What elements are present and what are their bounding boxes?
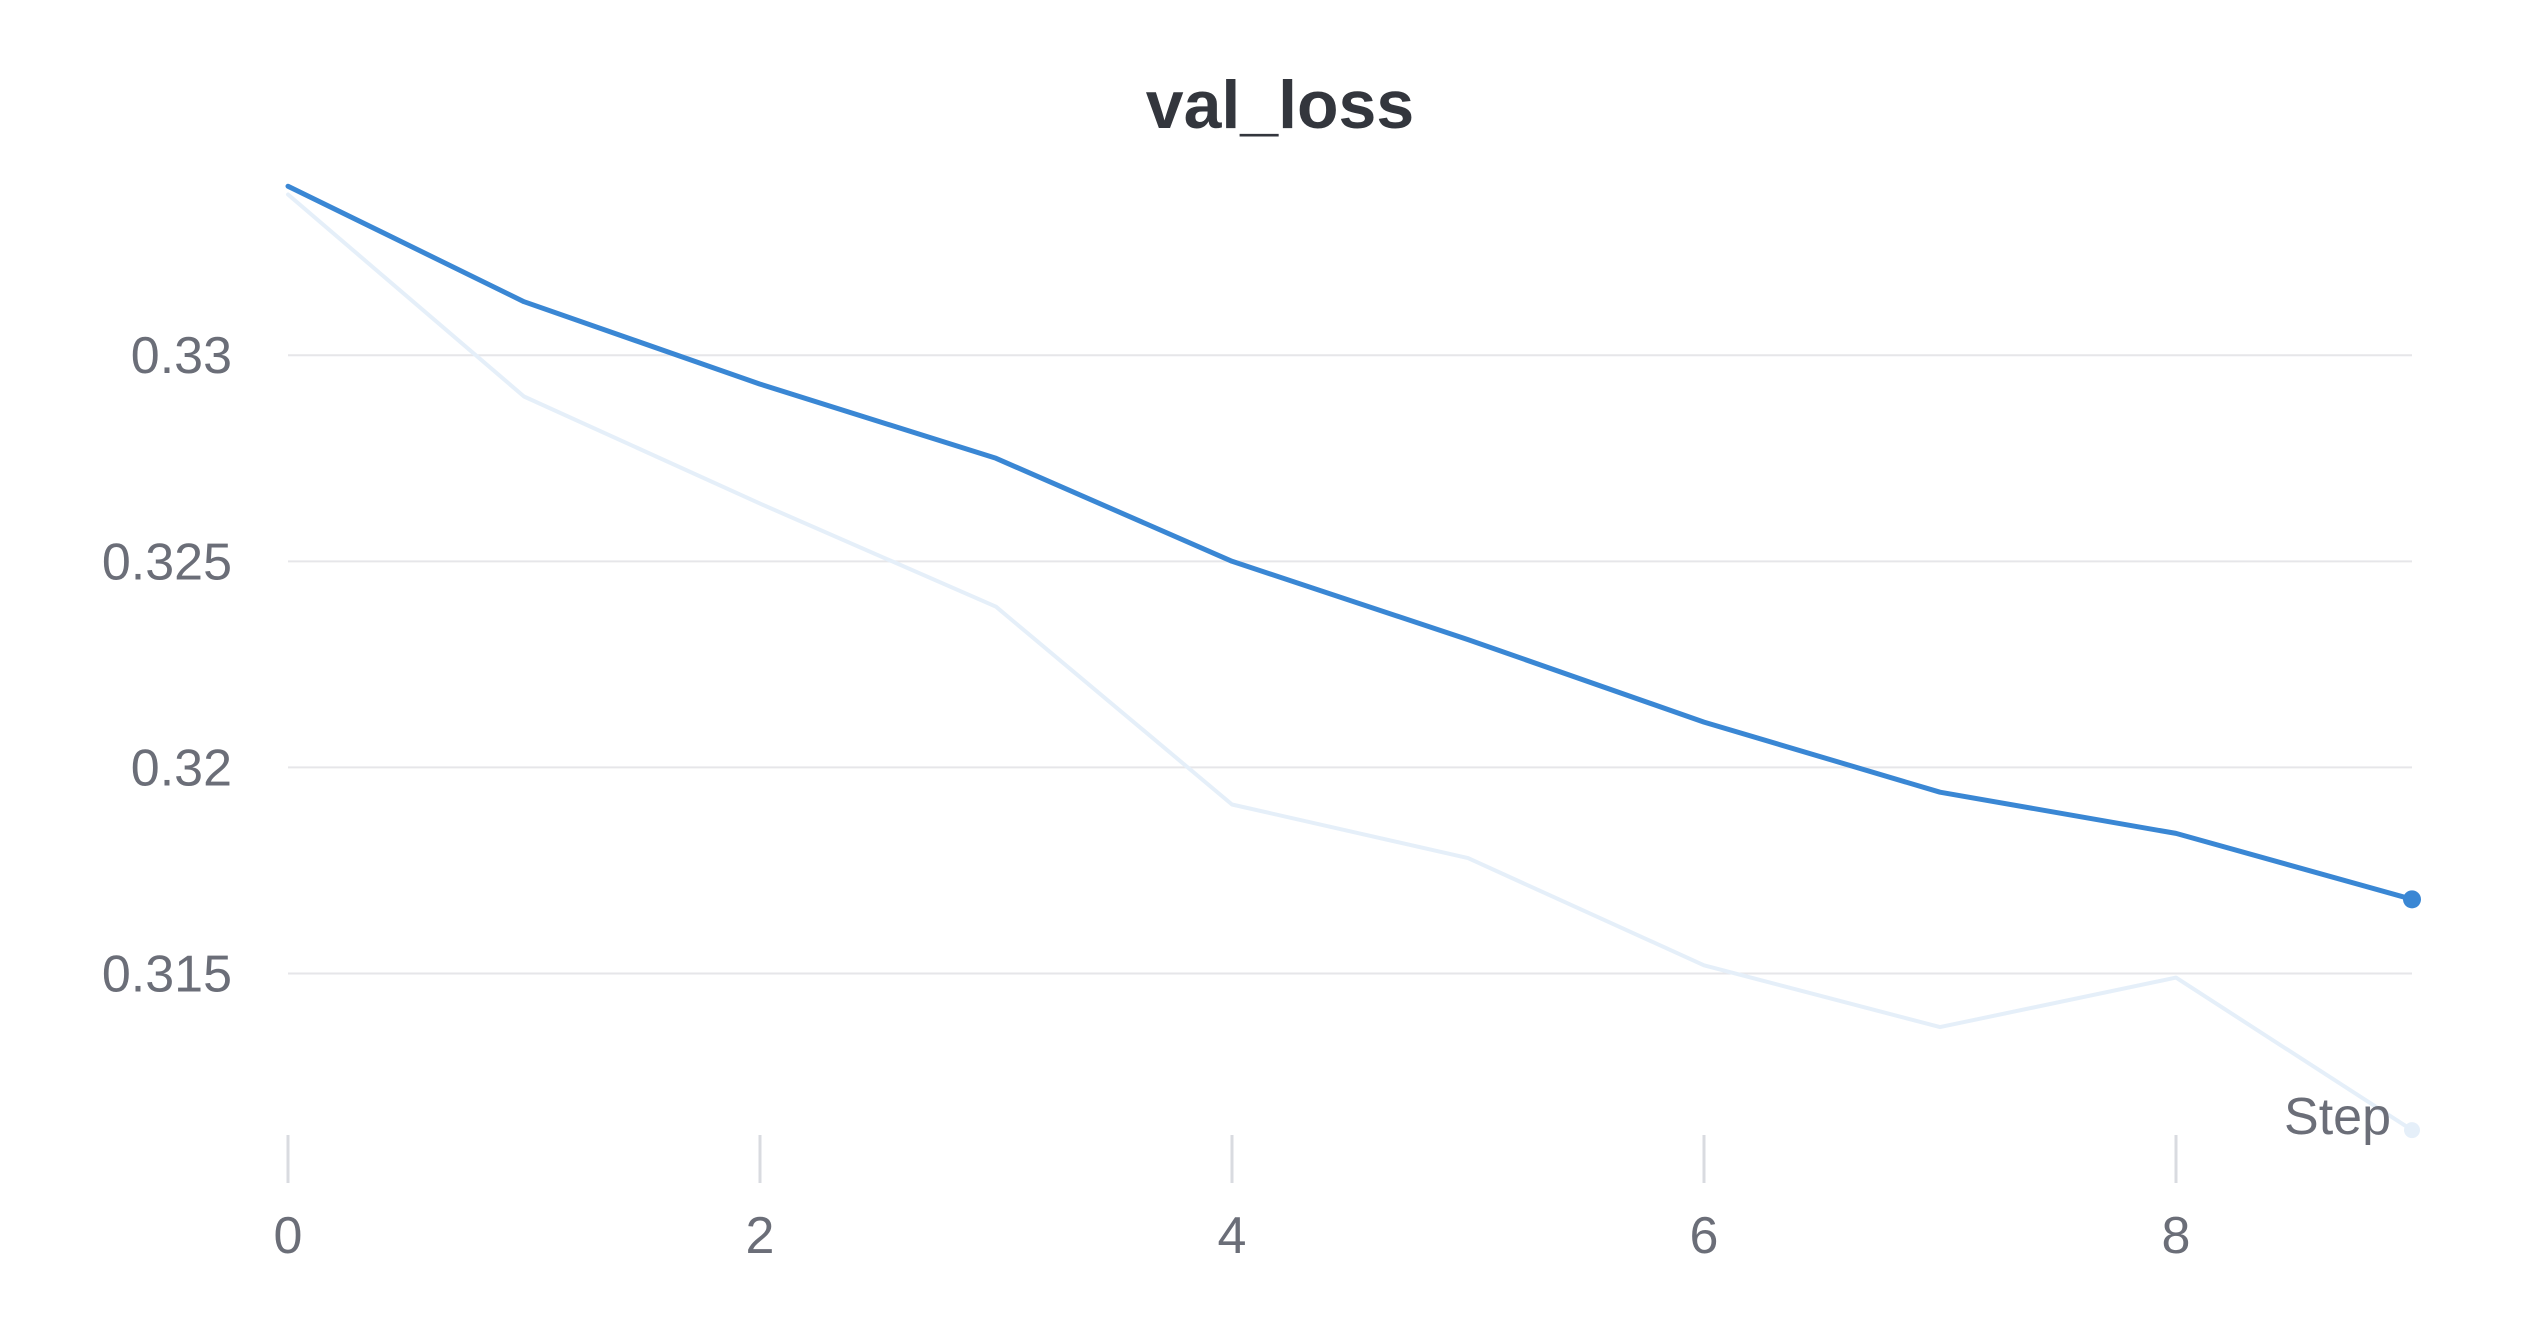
series-lines [285, 183, 2421, 1139]
x-axis-title: Step [2284, 1088, 2391, 1146]
x-tick-label: 6 [1690, 1207, 1719, 1265]
x-tick-label: 8 [2162, 1207, 2191, 1265]
raw-series-line [286, 192, 2414, 1133]
y-tick-label: 0.33 [131, 327, 232, 385]
smoothed-series-end-point [2403, 890, 2421, 909]
raw-series-end-point [2404, 1122, 2420, 1139]
y-tick-label: 0.325 [102, 533, 232, 591]
x-tick-label: 4 [1218, 1207, 1247, 1265]
smoothed-series-line [285, 183, 2415, 902]
y-tick-label: 0.32 [131, 739, 232, 797]
x-axis: 0 2 4 6 8 [274, 1135, 2191, 1265]
x-tick-label: 2 [746, 1207, 775, 1265]
y-tick-label: 0.315 [102, 946, 232, 1004]
chart-title: val_loss [1146, 67, 1414, 143]
y-axis-labels: 0.315 0.32 0.325 0.33 [102, 327, 232, 1003]
x-tick-label: 0 [274, 1207, 303, 1265]
grid-lines [288, 354, 2412, 975]
